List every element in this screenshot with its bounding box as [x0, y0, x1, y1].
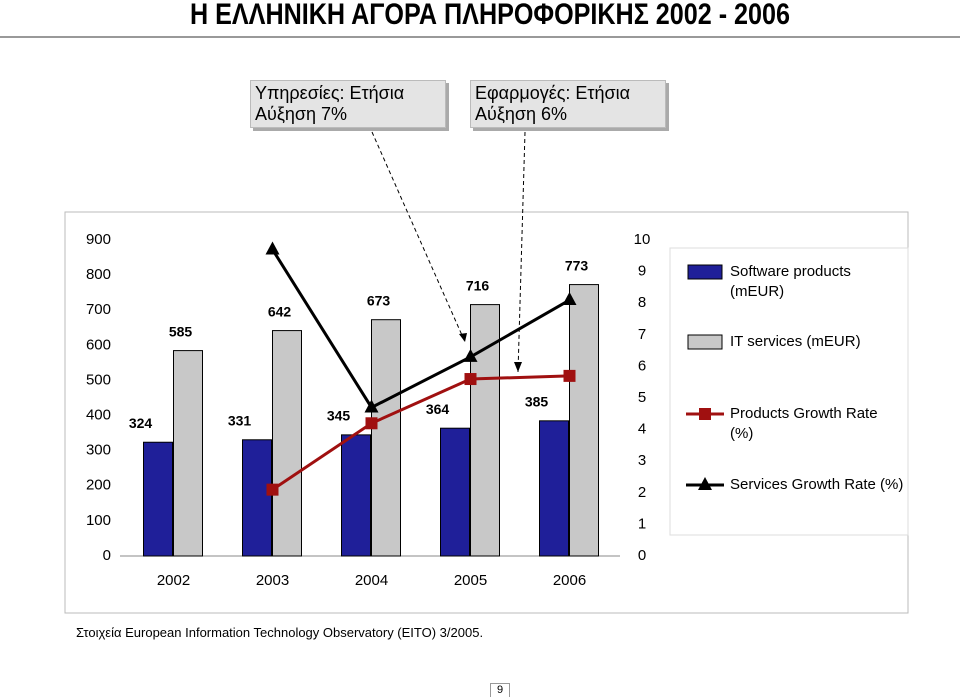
- bar: [143, 441, 173, 557]
- line-marker: [265, 241, 280, 255]
- callout-text: Υπηρεσίες: Ετήσια Αύξηση 7%: [255, 83, 405, 124]
- data-label: 364: [426, 401, 450, 417]
- line-marker: [266, 483, 279, 496]
- bar: [371, 319, 401, 557]
- legend-swatch: [687, 334, 723, 350]
- line-marker: [562, 292, 577, 306]
- data-label: 673: [367, 292, 391, 308]
- data-label: 331: [228, 412, 252, 428]
- series-line: [271, 248, 571, 410]
- line-marker: [365, 417, 378, 430]
- y-tick-label: 100: [86, 512, 111, 529]
- line-marker: [563, 369, 576, 382]
- callout-text: Εφαρμογές: Ετήσια Αύξηση 6%: [475, 83, 631, 124]
- data-label: 716: [466, 277, 490, 293]
- line-marker: [464, 373, 477, 386]
- data-label: 642: [268, 303, 292, 319]
- callout-arrow: [459, 333, 467, 342]
- y-tick-label: 800: [86, 266, 111, 283]
- y-tick-label: 700: [86, 301, 111, 318]
- y2-tick-label: 10: [634, 231, 651, 248]
- y2-tick-label: 7: [638, 326, 646, 343]
- y2-tick-label: 0: [638, 547, 646, 564]
- y2-tick-label: 9: [638, 263, 646, 280]
- x-tick-label: 2005: [454, 572, 487, 589]
- y-tick-label: 400: [86, 407, 111, 424]
- callout-arrow: [514, 362, 522, 372]
- bar: [341, 434, 371, 557]
- bar: [440, 427, 470, 557]
- slide-title: Η ΕΛΛΗΝΙΚΗ ΑΓΟΡΑ ΠΛΗΡΟΦΟΡΙΚΗΣ 2002 - 200…: [190, 0, 790, 31]
- y2-tick-label: 6: [638, 357, 646, 374]
- y2-tick-label: 5: [638, 389, 646, 406]
- callout-line: [517, 131, 526, 373]
- bar: [470, 304, 500, 557]
- data-label: 385: [525, 394, 549, 410]
- bar: [569, 284, 599, 557]
- data-label: 324: [129, 415, 153, 431]
- y2-tick-label: 2: [638, 484, 646, 501]
- data-label: 773: [565, 257, 589, 273]
- legend-label: IT services (mEUR): [730, 333, 861, 350]
- x-tick-label: 2006: [553, 572, 586, 589]
- y-tick-label: 900: [86, 231, 111, 248]
- legend-swatch: [687, 264, 723, 280]
- line-marker: [698, 477, 712, 490]
- x-tick-label: 2003: [256, 572, 289, 589]
- legend-label: Software products (mEUR): [730, 263, 851, 300]
- data-label: 345: [327, 408, 351, 424]
- line-marker: [463, 348, 478, 362]
- y2-tick-label: 8: [638, 294, 646, 311]
- series-line: [271, 374, 570, 491]
- y2-tick-label: 4: [638, 421, 646, 438]
- y-tick-label: 600: [86, 336, 111, 353]
- legend-label: Services Growth Rate (%): [730, 476, 904, 493]
- y-tick-label: 300: [86, 442, 111, 459]
- x-tick-label: 2004: [355, 572, 388, 589]
- line-marker: [699, 408, 711, 420]
- callout-line: [371, 131, 466, 343]
- data-label: 585: [169, 323, 193, 339]
- y2-tick-label: 3: [638, 452, 646, 469]
- page-number: 9: [490, 683, 510, 697]
- bar: [242, 439, 272, 557]
- y-tick-label: 200: [86, 477, 111, 494]
- y2-tick-label: 1: [638, 515, 646, 532]
- line-marker: [364, 399, 379, 413]
- bar: [173, 350, 203, 557]
- bar: [272, 330, 302, 557]
- bar: [539, 420, 569, 557]
- x-tick-label: 2002: [157, 572, 190, 589]
- y-tick-label: 0: [103, 547, 111, 564]
- y-tick-label: 500: [86, 371, 111, 388]
- legend-label: Products Growth Rate (%): [730, 405, 878, 442]
- callout: Υπηρεσίες: Ετήσια Αύξηση 7%: [250, 80, 446, 128]
- source-note: Στοιχεία European Information Technology…: [76, 625, 484, 640]
- callout: Εφαρμογές: Ετήσια Αύξηση 6%: [470, 80, 666, 128]
